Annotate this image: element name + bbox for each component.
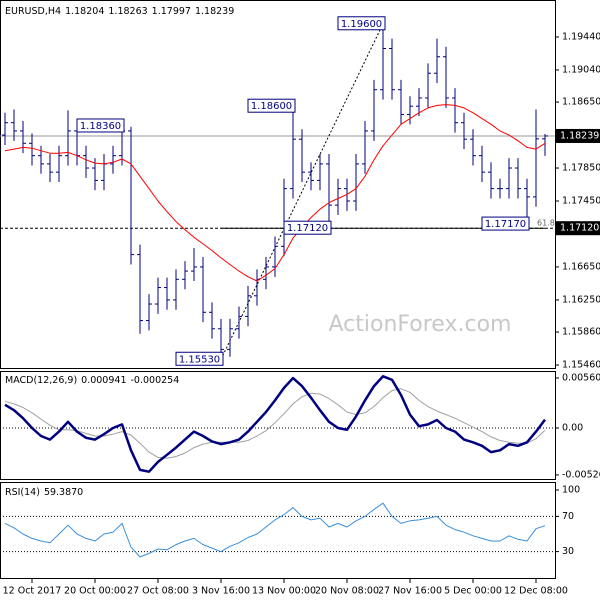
- level-flag-label: 1.17120: [560, 223, 599, 234]
- series-line: [4, 104, 546, 282]
- y-tick-label: -0.005267: [562, 469, 600, 480]
- price-flag: [556, 128, 600, 143]
- x-tick-label: 12 Oct 2017: [3, 586, 62, 597]
- x-tick-label: 27 Nov 16:00: [378, 586, 442, 597]
- y-tick-label: 1.17450: [562, 195, 600, 206]
- header-part: 59.3870: [44, 487, 83, 498]
- annotation-box: [175, 351, 224, 366]
- x-tick-label: 20 Nov 08:00: [315, 586, 379, 597]
- rsi-panel: [0, 482, 556, 579]
- panel-header: MACD(12,26,9) 0.000941 -0.000254: [5, 375, 179, 386]
- annotation-label: 1.17120: [287, 223, 328, 234]
- y-tick-label: 1.19440: [562, 31, 600, 42]
- y-tick-label: 30: [562, 546, 574, 557]
- y-tick-label: 100: [562, 485, 580, 496]
- header-part: EURUSD,H4: [5, 6, 61, 17]
- series-line: [4, 388, 546, 459]
- watermark: ActionForex.com: [329, 312, 512, 337]
- x-tick-label: 13 Nov 00:00: [252, 586, 316, 597]
- header-part: MACD(12,26,9): [5, 375, 77, 386]
- header-part: 0.000941: [81, 375, 126, 386]
- x-tick-label: 20 Oct 00:00: [64, 586, 126, 597]
- y-tick-label: 70: [562, 511, 574, 522]
- series-line: [4, 375, 546, 473]
- price-flag-label: 1.18239: [560, 130, 599, 141]
- x-tick-label: 27 Oct 08:00: [127, 586, 189, 597]
- y-tick-label: 1.15460: [562, 360, 600, 371]
- annotation-label: 1.19600: [341, 19, 382, 30]
- header-part: RSI(14): [5, 487, 40, 498]
- y-tick-label: 0.005607: [562, 373, 600, 384]
- annotation-box: [481, 216, 530, 231]
- header-part: 1.18239: [195, 6, 234, 17]
- macd-panel: [0, 371, 556, 480]
- annotation-label: 1.15530: [179, 354, 220, 365]
- annotation-box: [337, 16, 386, 31]
- y-tick-label: 1.17850: [562, 163, 600, 174]
- x-tick-label: 12 Dec 08:00: [504, 586, 568, 597]
- annotation-box: [283, 220, 332, 235]
- y-tick-label: 0.00: [562, 423, 583, 434]
- x-tick-label: 5 Dec 00:00: [444, 586, 502, 597]
- annotation-label: 1.18600: [251, 101, 292, 112]
- fib-ratio: 61.8: [537, 219, 555, 228]
- level-flag: [556, 221, 600, 236]
- panel-header: EURUSD,H4 1.18204 1.18263 1.17997 1.18239: [5, 6, 234, 17]
- y-tick-label: 1.16250: [562, 294, 600, 305]
- price-panel: [0, 0, 556, 369]
- annotation-box: [247, 98, 296, 113]
- annotation-label: 1.18360: [80, 121, 121, 132]
- header-part: 1.17997: [152, 6, 191, 17]
- annotation-label: 1.17170: [485, 219, 526, 230]
- panel-header: RSI(14) 59.3870: [5, 487, 83, 498]
- series-line: [4, 502, 546, 558]
- header-part: 1.18263: [108, 6, 147, 17]
- header-part: -0.000254: [131, 375, 180, 386]
- y-tick-label: 1.18650: [562, 97, 600, 108]
- header-part: 1.18204: [65, 6, 104, 17]
- y-tick-label: 1.15860: [562, 327, 600, 338]
- x-tick-label: 3 Nov 16:00: [192, 586, 250, 597]
- y-tick-label: 1.16650: [562, 261, 600, 272]
- y-tick-label: 1.19040: [562, 64, 600, 75]
- annotation-box: [76, 118, 125, 133]
